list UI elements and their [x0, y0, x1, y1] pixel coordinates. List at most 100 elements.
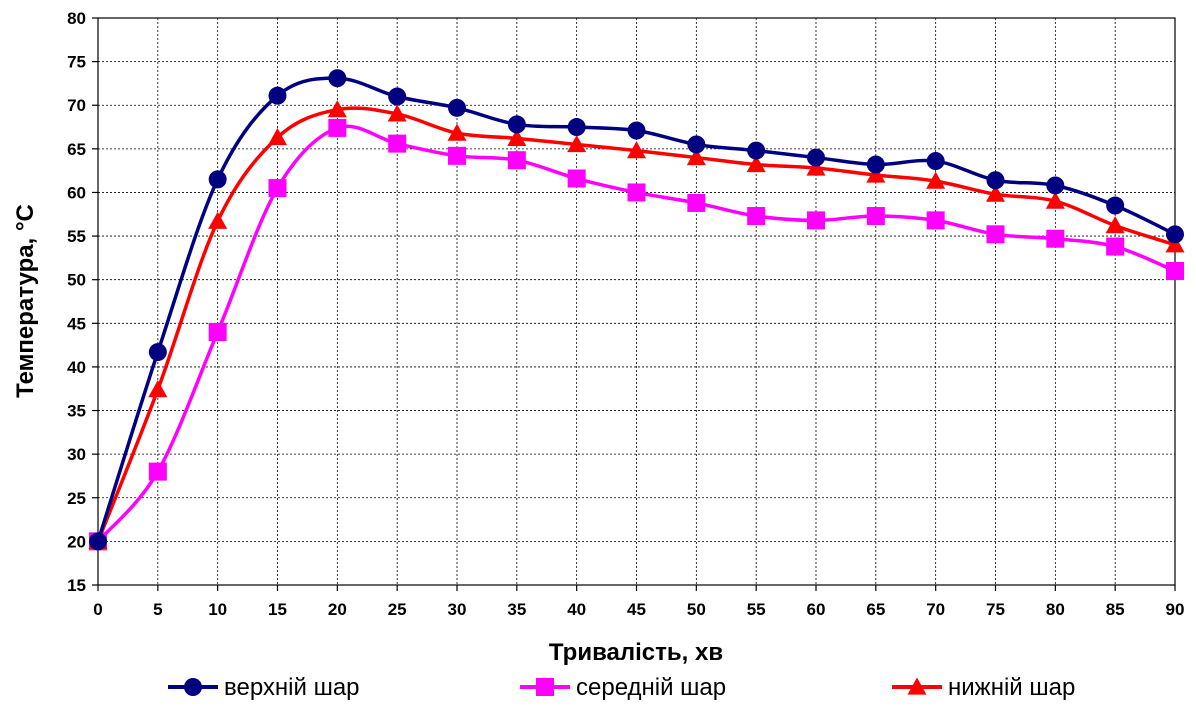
x-tick-label: 30	[448, 600, 467, 619]
x-tick-label: 85	[1106, 600, 1125, 619]
legend: верхній шар середній шар нижній шар	[168, 674, 1075, 701]
legend-item-middle: середній шар	[520, 674, 726, 701]
x-tick-label: 75	[986, 600, 1005, 619]
series-bottom-point	[268, 128, 287, 146]
series-middle-point	[747, 207, 766, 226]
series-top-point	[567, 118, 586, 137]
series-middle-point	[388, 134, 407, 153]
series-middle-point	[926, 211, 945, 230]
y-tick-label: 20	[67, 532, 86, 551]
series-top-point	[1046, 176, 1065, 195]
series-bottom-point	[866, 165, 886, 183]
legend-marker-point	[907, 677, 927, 695]
series-middle-point	[507, 151, 526, 170]
y-tick-label: 70	[67, 96, 86, 115]
x-axis-title: Тривалість, хв	[549, 639, 723, 666]
series-middle-point	[148, 462, 167, 481]
series-bottom-point	[746, 155, 766, 173]
x-tick-label: 10	[208, 600, 227, 619]
series-bottom-point	[1045, 191, 1065, 209]
series-middle-point	[328, 118, 347, 137]
series-top-point	[926, 152, 945, 171]
series-bottom-point	[806, 158, 826, 176]
series-bottom-point	[627, 141, 646, 159]
series-top-point	[328, 69, 347, 88]
x-tick-label: 45	[627, 600, 646, 619]
legend-label: нижній шар	[948, 674, 1075, 701]
series-middle-point	[687, 193, 706, 212]
y-tick-label: 15	[67, 576, 86, 595]
series-middle-point	[1046, 229, 1065, 248]
series-middle-point	[866, 207, 885, 226]
legend-marker-point	[536, 678, 554, 696]
x-tick-label: 90	[1166, 600, 1185, 619]
series-middle	[89, 118, 1184, 551]
series-middle-point	[1166, 261, 1184, 280]
series-top-point	[448, 98, 466, 117]
series-top-point	[268, 86, 287, 105]
series-bottom	[88, 100, 1185, 549]
series-bottom-point	[986, 184, 1005, 202]
series-top-point	[807, 148, 825, 167]
series-top	[89, 69, 1184, 551]
y-tick-label: 80	[67, 9, 86, 28]
y-tick-label: 75	[67, 53, 86, 72]
y-tick-label: 35	[67, 402, 86, 421]
series-middle-point	[807, 211, 825, 230]
series-bottom-point	[926, 171, 946, 189]
y-tick-label: 25	[67, 489, 86, 508]
x-tick-label: 60	[807, 600, 826, 619]
x-tick-label: 55	[747, 600, 766, 619]
series-middle-point	[1106, 237, 1125, 256]
series-top-point	[388, 87, 407, 106]
series-bottom-point	[1105, 216, 1125, 234]
series-middle-point	[208, 323, 227, 342]
x-tick-label: 65	[866, 600, 885, 619]
y-tick-label: 45	[67, 314, 86, 333]
series-bottom-point	[507, 128, 527, 146]
y-tick-label: 65	[67, 140, 86, 159]
series-middle-point	[268, 179, 287, 198]
series-bottom-point	[567, 134, 587, 153]
series-top-point	[89, 532, 107, 551]
y-tick-label: 55	[67, 227, 86, 246]
series-top-point	[986, 171, 1005, 190]
series-top-point	[1106, 196, 1125, 215]
series-top-point	[866, 155, 885, 174]
series-bottom-point	[327, 100, 347, 118]
legend-marker-point	[184, 678, 202, 696]
x-tick-label: 25	[388, 600, 407, 619]
series-top-point	[507, 115, 526, 134]
series-bottom-line	[96, 106, 1176, 543]
series-group	[88, 69, 1185, 551]
series-middle-point	[627, 183, 646, 202]
legend-label: середній шар	[576, 674, 726, 701]
y-axis-title: Температура, °С	[12, 204, 39, 398]
x-tick-label: 50	[687, 600, 706, 619]
legend-label: верхній шар	[224, 674, 360, 701]
y-tick-label: 40	[67, 358, 86, 377]
series-top-point	[687, 135, 706, 154]
x-tick-label: 70	[926, 600, 945, 619]
series-bottom-point	[686, 148, 706, 166]
x-tick-label: 5	[153, 600, 162, 619]
series-bottom-point	[208, 211, 228, 229]
series-top-point	[627, 121, 646, 140]
x-tick-label: 35	[507, 600, 526, 619]
series-bottom-point	[148, 380, 168, 398]
y-tick-label: 60	[67, 183, 86, 202]
x-tick-label: 40	[567, 600, 586, 619]
grid	[98, 18, 1175, 585]
ticks: 0 5 10 15 20 25 30 35 40 45 50 55 60 65 70 75 80 85 90 15 20…	[67, 9, 1184, 619]
x-tick-label: 80	[1046, 600, 1065, 619]
series-bottom-point	[387, 104, 407, 122]
x-tick-label: 0	[93, 600, 102, 619]
series-middle-point	[567, 169, 586, 188]
series-middle-point	[986, 225, 1005, 244]
legend-item-top: верхній шар	[168, 674, 360, 701]
x-tick-label: 15	[268, 600, 287, 619]
x-tick-label: 20	[328, 600, 347, 619]
series-bottom-point	[447, 123, 467, 141]
series-top-point	[208, 170, 227, 189]
